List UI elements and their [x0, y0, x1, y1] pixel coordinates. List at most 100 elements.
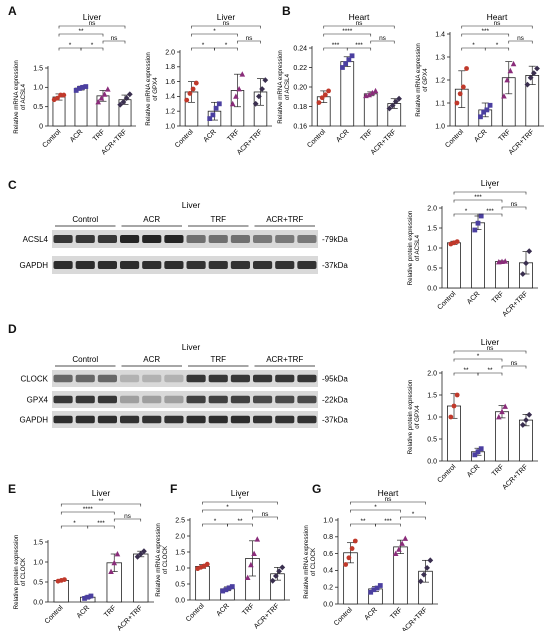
data-point	[454, 392, 460, 398]
chart-heart-gpx4-mrna: Heart Relative mRNA expressionof GPX4 1.0 1…	[415, 12, 544, 156]
significance-label: ns	[89, 20, 97, 27]
y-tick-label: 1.4	[435, 31, 445, 38]
significance-label: ***	[486, 208, 494, 215]
data-point	[141, 548, 147, 555]
significance-bracket	[350, 509, 401, 513]
data-point	[502, 258, 508, 264]
chart-liver-clock-protein: Liver Relative protein expressionof CLOCK…	[13, 488, 154, 631]
bar-acr-trf	[133, 553, 149, 603]
protein-band	[120, 415, 140, 424]
protein-band	[208, 261, 228, 269]
data-point	[519, 271, 526, 277]
x-tick-label: ACR	[69, 128, 84, 143]
significance-label: *	[239, 496, 242, 503]
protein-band	[75, 415, 95, 424]
data-point	[448, 414, 454, 420]
data-point	[386, 105, 393, 112]
y-tick-label: 1.0	[175, 565, 185, 572]
data-point	[105, 86, 111, 92]
data-point	[244, 574, 251, 580]
blot-size-label: -37kDa	[322, 261, 348, 270]
x-tick-label: TRF	[360, 128, 375, 143]
x-tick-label: TRF	[389, 606, 404, 621]
significance-bracket	[323, 25, 395, 29]
chart-title: Liver	[231, 488, 250, 498]
y-axis-label: Relative mRNA expressionof GPX4	[145, 52, 159, 126]
significance-label: ns	[487, 345, 495, 352]
y-tick-label: 1.2	[435, 77, 445, 84]
significance-bracket	[453, 358, 503, 362]
protein-band	[297, 235, 317, 243]
chart-title: Heart	[378, 488, 399, 498]
data-point	[475, 449, 481, 455]
blot-title: Liver	[182, 200, 201, 210]
data-point	[421, 571, 427, 578]
y-tick-label: 1.5	[427, 225, 437, 232]
y-tick-label: 0.0	[427, 458, 437, 465]
data-point	[501, 93, 507, 99]
protein-band	[142, 235, 162, 243]
chart-title: Liver	[217, 12, 236, 22]
significance-label: ns	[517, 35, 525, 42]
y-axis-label-line: of GPX4	[422, 68, 429, 92]
data-point	[229, 100, 236, 107]
bar-control	[195, 566, 210, 601]
y-tick-label: 0.22	[293, 65, 307, 72]
data-point	[83, 84, 89, 89]
significance-label: *	[225, 42, 228, 49]
chart-title: Liver	[92, 488, 111, 498]
blot-membrane	[52, 256, 318, 274]
data-point	[187, 91, 193, 96]
protein-band	[186, 415, 206, 424]
x-tick-label: ACR	[76, 604, 91, 619]
y-tick-label: 2.0	[427, 205, 437, 212]
data-point	[204, 561, 210, 567]
y-tick-label: 2.0	[165, 49, 175, 56]
protein-band	[120, 235, 140, 243]
significance-label: *	[374, 504, 377, 511]
chart-liver-acsl4-protein: Liver Relative protein expressionof ACSL4…	[407, 178, 538, 318]
panel-label-a: A	[8, 4, 17, 18]
y-tick-label: 0.2	[323, 585, 333, 592]
protein-band	[97, 261, 117, 269]
x-tick-label: ACR	[203, 128, 218, 143]
data-point	[276, 568, 282, 575]
data-point	[374, 585, 380, 591]
x-tick-label: ACR+TRF	[253, 602, 281, 630]
data-point	[55, 95, 60, 101]
protein-band	[53, 415, 73, 424]
data-point	[460, 84, 466, 90]
significance-bracket	[191, 25, 261, 29]
significance-label: *	[214, 518, 217, 525]
data-point	[504, 77, 510, 83]
data-point	[478, 446, 484, 452]
data-point	[346, 57, 352, 63]
y-tick-label: 1.8	[165, 64, 175, 71]
y-axis-label: Relative mRNA expressionof ACSL4	[13, 60, 27, 134]
protein-band	[186, 395, 206, 404]
significance-bracket	[484, 47, 510, 51]
significance-bracket	[87, 525, 115, 529]
y-axis-label-line: Relative mRNA expression	[277, 50, 284, 124]
data-point	[392, 550, 399, 556]
x-tick-label: ACR	[216, 602, 231, 617]
data-point	[371, 587, 377, 593]
data-point	[478, 114, 483, 120]
x-tick-label: ACR+TRF	[116, 604, 144, 631]
data-point	[239, 71, 246, 77]
significance-bracket	[102, 40, 126, 44]
data-point	[424, 564, 430, 571]
data-point	[457, 91, 463, 97]
data-point	[252, 100, 259, 107]
data-point	[481, 109, 487, 115]
significance-label: *	[202, 42, 205, 49]
x-tick-label: ACR+TRF	[236, 128, 264, 156]
x-tick-label: Control	[333, 606, 354, 627]
y-tick-label: 0.5	[427, 265, 437, 272]
data-point	[98, 95, 105, 101]
protein-band	[275, 261, 295, 269]
y-tick-label: 0.20	[293, 84, 307, 91]
data-point	[392, 98, 399, 105]
data-point	[120, 99, 127, 105]
significance-bracket	[461, 25, 533, 29]
